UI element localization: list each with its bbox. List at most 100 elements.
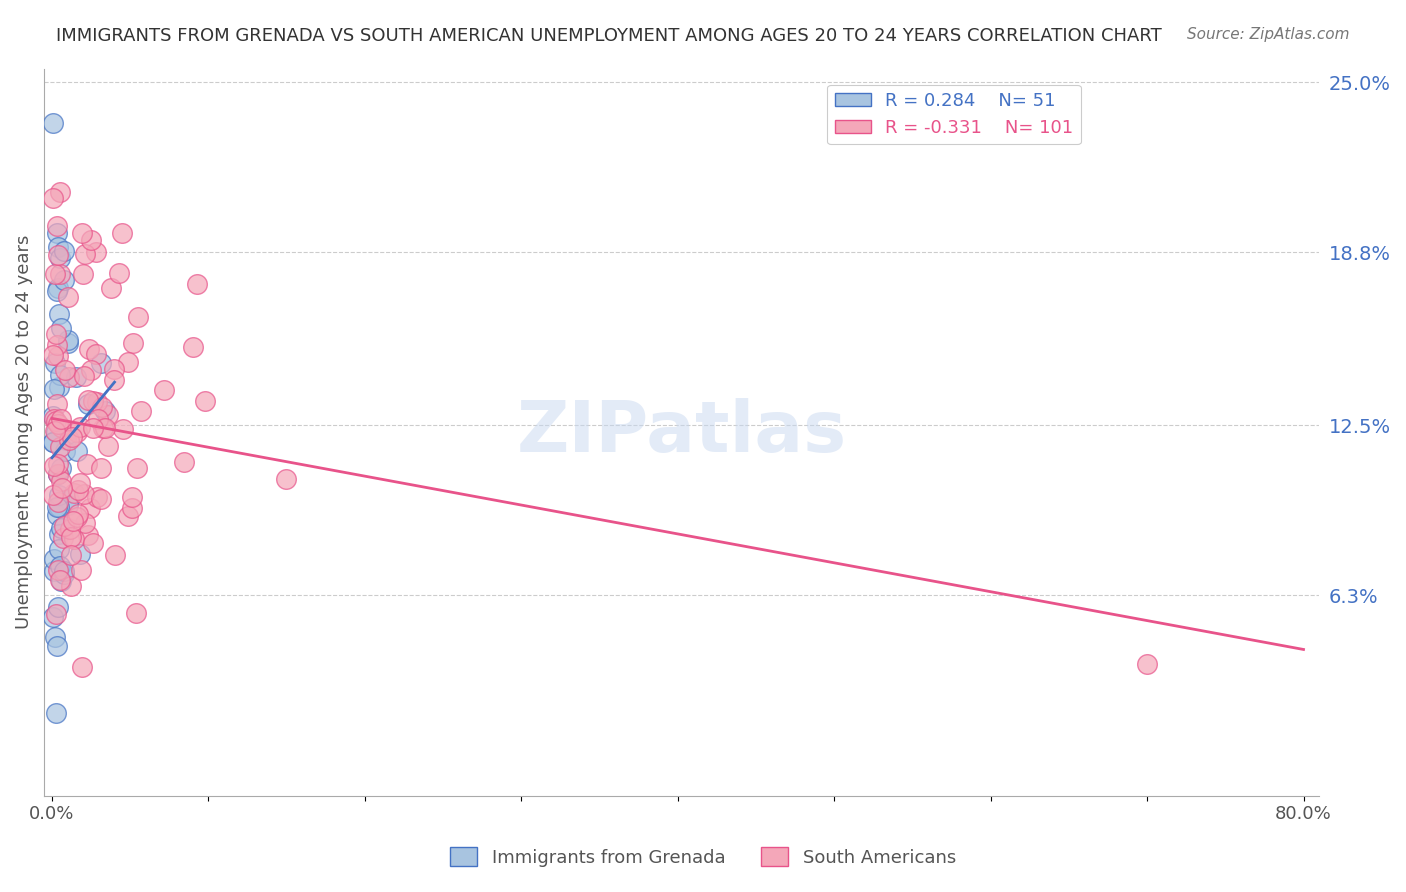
Immigrants from Grenada — [41, 434, 63, 449]
South Americans — [72, 369, 94, 384]
South Americans — [111, 226, 134, 240]
Immigrants from Grenada — [51, 574, 73, 588]
South Americans — [59, 530, 82, 544]
Immigrants from Grenada — [52, 244, 75, 259]
South Americans — [46, 219, 69, 233]
South Americans — [70, 660, 93, 674]
Immigrants from Grenada — [51, 460, 73, 475]
South Americans — [183, 340, 205, 354]
South Americans — [84, 346, 107, 360]
South Americans — [44, 267, 66, 281]
South Americans — [122, 335, 145, 350]
South Americans — [66, 483, 89, 497]
South Americans — [42, 488, 65, 502]
Immigrants from Grenada — [42, 382, 65, 396]
South Americans — [1136, 657, 1159, 671]
Immigrants from Grenada — [49, 252, 72, 266]
Immigrants from Grenada — [52, 564, 75, 578]
South Americans — [100, 281, 122, 295]
South Americans — [63, 486, 86, 500]
South Americans — [86, 395, 108, 409]
Legend: Immigrants from Grenada, South Americans: Immigrants from Grenada, South Americans — [443, 840, 963, 874]
South Americans — [86, 491, 108, 505]
South Americans — [186, 277, 208, 292]
South Americans — [104, 549, 127, 563]
Immigrants from Grenada — [56, 498, 79, 512]
South Americans — [117, 354, 139, 368]
Immigrants from Grenada — [42, 610, 65, 624]
South Americans — [127, 310, 149, 324]
Immigrants from Grenada — [45, 425, 67, 440]
South Americans — [48, 458, 70, 472]
Immigrants from Grenada — [44, 551, 66, 566]
South Americans — [77, 528, 100, 542]
South Americans — [75, 247, 97, 261]
South Americans — [52, 532, 75, 546]
South Americans — [79, 500, 101, 515]
Immigrants from Grenada — [44, 630, 66, 644]
Immigrants from Grenada — [46, 240, 69, 254]
South Americans — [53, 363, 76, 377]
South Americans — [125, 606, 148, 620]
South Americans — [103, 373, 125, 387]
South Americans — [45, 397, 67, 411]
South Americans — [121, 500, 143, 515]
Y-axis label: Unemployment Among Ages 20 to 24 years: Unemployment Among Ages 20 to 24 years — [15, 235, 32, 630]
Immigrants from Grenada — [90, 356, 112, 370]
South Americans — [82, 421, 104, 435]
South Americans — [51, 420, 73, 434]
Immigrants from Grenada — [48, 307, 70, 321]
South Americans — [45, 607, 67, 622]
Immigrants from Grenada — [46, 467, 69, 481]
Immigrants from Grenada — [49, 368, 72, 382]
South Americans — [46, 349, 69, 363]
South Americans — [97, 408, 120, 422]
South Americans — [45, 337, 67, 351]
Legend: R = 0.284    N= 51, R = -0.331    N= 101: R = 0.284 N= 51, R = -0.331 N= 101 — [828, 85, 1081, 145]
South Americans — [97, 439, 120, 453]
Immigrants from Grenada — [53, 567, 76, 582]
South Americans — [48, 440, 70, 454]
South Americans — [49, 474, 72, 488]
Immigrants from Grenada — [46, 467, 69, 482]
Immigrants from Grenada — [66, 443, 89, 458]
South Americans — [72, 267, 94, 281]
South Americans — [42, 347, 65, 361]
South Americans — [53, 518, 76, 533]
Immigrants from Grenada — [58, 335, 80, 350]
South Americans — [49, 411, 72, 425]
Immigrants from Grenada — [94, 403, 117, 417]
Immigrants from Grenada — [46, 285, 69, 299]
South Americans — [125, 460, 148, 475]
South Americans — [46, 563, 69, 577]
Immigrants from Grenada — [69, 547, 91, 561]
South Americans — [46, 495, 69, 509]
South Americans — [79, 233, 101, 247]
South Americans — [44, 424, 66, 438]
South Americans — [77, 392, 100, 407]
Immigrants from Grenada — [53, 443, 76, 458]
South Americans — [90, 492, 112, 507]
South Americans — [108, 266, 131, 280]
Immigrants from Grenada — [49, 320, 72, 334]
South Americans — [56, 290, 79, 304]
South Americans — [59, 522, 82, 536]
South Americans — [45, 327, 67, 342]
South Americans — [79, 363, 101, 377]
South Americans — [51, 481, 73, 495]
South Americans — [69, 475, 91, 490]
Immigrants from Grenada — [65, 369, 87, 384]
South Americans — [274, 472, 297, 486]
South Americans — [49, 267, 72, 281]
South Americans — [59, 549, 82, 563]
South Americans — [62, 514, 84, 528]
Immigrants from Grenada — [49, 521, 72, 535]
Immigrants from Grenada — [53, 273, 76, 287]
South Americans — [112, 422, 135, 436]
South Americans — [48, 573, 70, 587]
Immigrants from Grenada — [44, 356, 66, 370]
South Americans — [69, 419, 91, 434]
South Americans — [90, 461, 112, 475]
South Americans — [82, 393, 104, 408]
South Americans — [66, 510, 89, 524]
